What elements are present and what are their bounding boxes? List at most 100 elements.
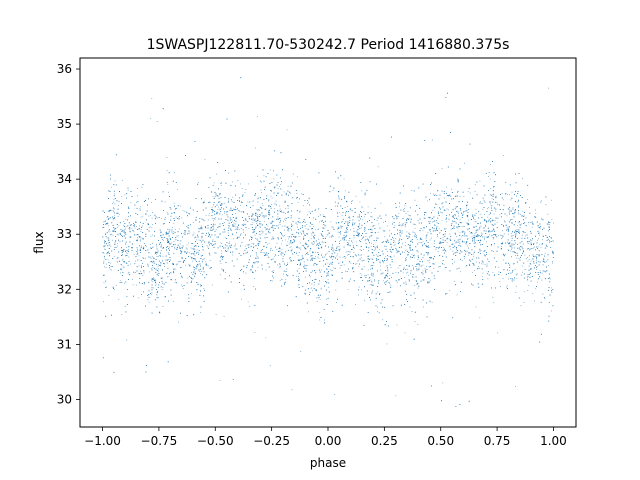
data-point (505, 194, 507, 196)
data-point (300, 351, 302, 352)
data-point (369, 268, 371, 270)
data-point (433, 220, 435, 222)
data-point (134, 227, 136, 229)
data-point (151, 256, 153, 258)
data-point (479, 317, 481, 319)
data-point (521, 234, 523, 236)
data-point (130, 202, 132, 204)
data-point (397, 250, 399, 251)
data-point (521, 223, 523, 225)
data-point (433, 267, 435, 269)
data-point (124, 306, 126, 307)
data-point (192, 222, 194, 224)
data-point (506, 286, 508, 288)
data-point (481, 263, 483, 265)
data-point (281, 225, 283, 227)
data-point (488, 214, 490, 216)
data-point (287, 206, 289, 208)
data-point (270, 195, 272, 197)
data-point (291, 240, 292, 242)
data-point (185, 264, 187, 266)
data-point (481, 275, 483, 277)
data-point (508, 269, 510, 271)
data-point (353, 252, 355, 253)
data-point (518, 222, 520, 224)
data-point (431, 301, 433, 303)
data-point (375, 254, 377, 256)
data-point (202, 233, 204, 234)
data-point (446, 208, 448, 210)
data-point (358, 219, 360, 221)
data-point (509, 221, 511, 223)
data-point (315, 256, 316, 258)
data-point (155, 244, 157, 246)
data-point (152, 224, 154, 226)
data-point (126, 252, 128, 254)
data-point (536, 239, 538, 241)
data-point (468, 230, 470, 232)
data-point (127, 273, 129, 275)
data-point (387, 271, 389, 273)
data-point (507, 241, 509, 243)
data-point (119, 280, 121, 282)
data-point (215, 313, 217, 315)
data-point (438, 266, 440, 268)
data-point (417, 324, 419, 326)
data-point (342, 262, 344, 264)
data-point (330, 221, 332, 223)
data-point (283, 235, 285, 236)
data-point (515, 255, 517, 257)
data-point (104, 232, 106, 234)
data-point (416, 267, 418, 269)
data-point (347, 254, 349, 256)
data-point (173, 241, 175, 243)
data-point (410, 220, 412, 222)
data-point (329, 256, 331, 258)
data-point (232, 254, 234, 256)
data-point (289, 259, 291, 261)
data-point (338, 212, 340, 214)
data-point (179, 243, 181, 245)
data-point (410, 222, 412, 224)
data-point (319, 311, 321, 313)
data-point (164, 217, 166, 219)
data-point (402, 272, 404, 274)
data-point (257, 198, 259, 200)
data-point (219, 203, 221, 205)
data-point (418, 265, 420, 267)
data-point (380, 269, 382, 271)
data-point (260, 214, 262, 216)
data-point (194, 271, 196, 273)
data-point (193, 249, 195, 250)
data-point (157, 270, 159, 272)
data-point (214, 219, 216, 221)
data-point (445, 228, 447, 230)
data-point (214, 252, 216, 254)
data-point (531, 226, 533, 228)
data-point (377, 231, 379, 233)
data-point (283, 201, 285, 203)
data-point (338, 246, 340, 247)
data-point (373, 250, 375, 252)
data-point (502, 155, 504, 157)
data-point (143, 272, 145, 274)
data-point (395, 237, 397, 239)
data-point (505, 253, 507, 255)
data-point (308, 201, 309, 203)
data-point (175, 264, 177, 266)
data-point (118, 214, 120, 216)
data-point (195, 218, 197, 220)
data-point (394, 241, 396, 243)
data-point (256, 248, 258, 249)
data-point (112, 201, 114, 203)
data-point (307, 214, 308, 216)
data-point (359, 201, 361, 203)
data-point (316, 297, 318, 299)
data-point (497, 332, 499, 334)
data-point (173, 231, 175, 233)
data-point (525, 235, 526, 237)
data-point (211, 243, 212, 245)
data-point (478, 223, 480, 225)
data-point (407, 271, 409, 273)
data-point (255, 261, 257, 263)
